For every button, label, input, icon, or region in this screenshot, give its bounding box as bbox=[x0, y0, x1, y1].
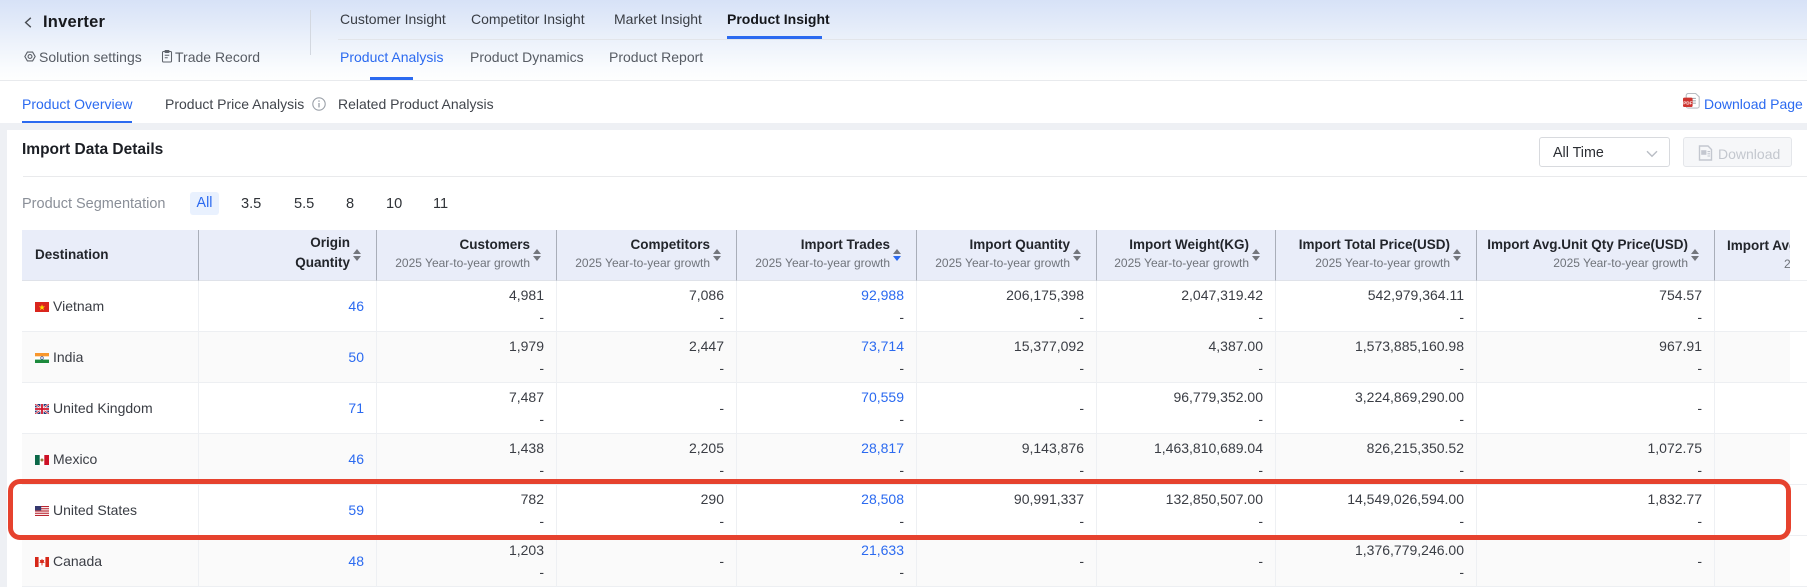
svg-text:PDF: PDF bbox=[1683, 100, 1692, 105]
